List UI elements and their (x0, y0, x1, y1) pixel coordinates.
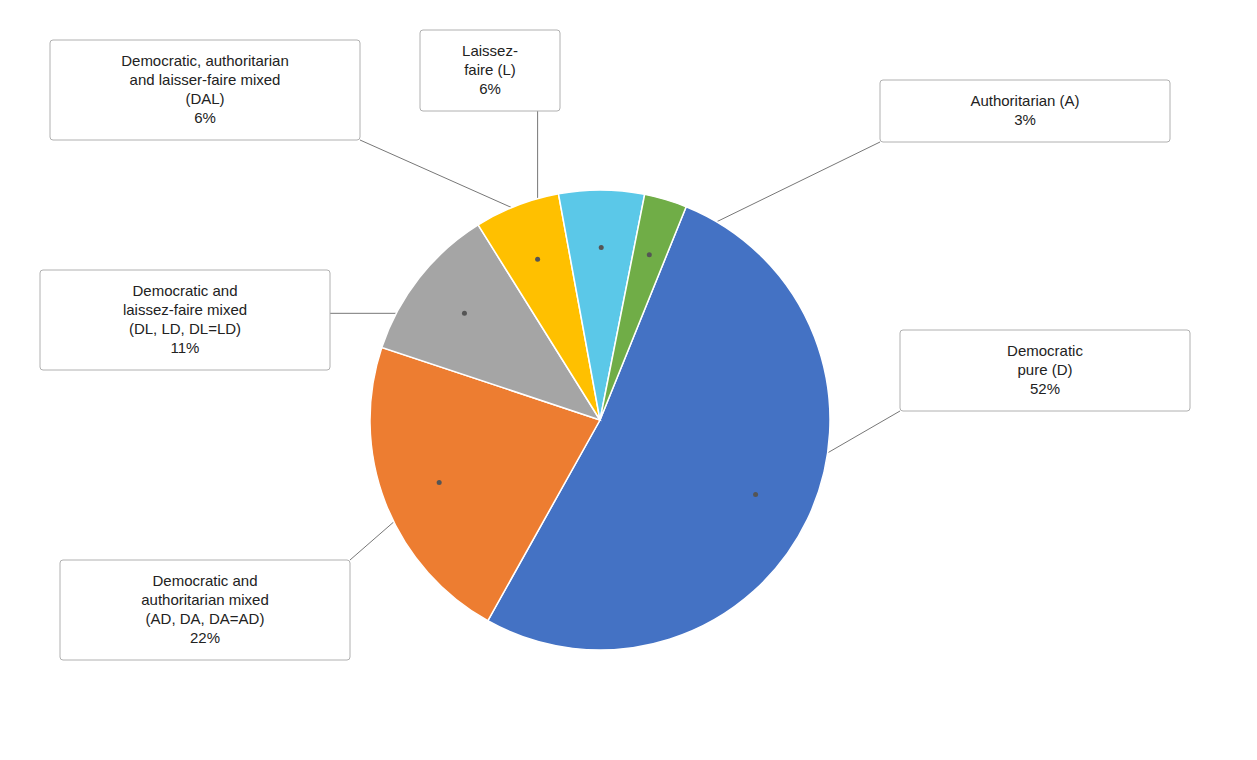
annotation-line: 52% (1030, 380, 1060, 397)
slices (370, 190, 830, 650)
annotation-text: Democratic pure (D) 52% (1007, 342, 1083, 397)
annotation-box (900, 330, 1190, 411)
annotation-box (420, 30, 560, 111)
annotation-line: Democratic and (152, 572, 257, 589)
pie-slice (600, 194, 686, 420)
annotation-text: Authoritarian (A) 3% (970, 92, 1079, 128)
pie-chart: Democratic pure (D) 52% Democratic and autho… (0, 0, 1257, 760)
annotations: Democratic pure (D) 52% Democratic and autho… (40, 30, 1190, 660)
annotation-line: Democratic and (132, 282, 237, 299)
annotation-line: faire (L) (464, 61, 516, 78)
annotation-line: Democratic, authoritarian (121, 52, 289, 69)
annotation-line: Laissez- (462, 42, 518, 59)
annotation-line: and laisser-faire mixed (130, 71, 281, 88)
leader-dot (647, 252, 652, 257)
annotation-line: (DL, LD, DL=LD) (129, 320, 241, 337)
leader-dot (462, 311, 467, 316)
annotation-line: 11% (171, 339, 200, 356)
annotation-text: Democratic, authoritarian and laisser-fai… (121, 52, 289, 126)
leader-dot (753, 492, 758, 497)
annotation-line: 22% (190, 629, 220, 646)
leader-dot (437, 480, 442, 485)
chart-container: Democratic pure (D) 52% Democratic and autho… (0, 0, 1257, 760)
annotation-box (880, 80, 1170, 142)
annotation-line: authoritarian mixed (141, 591, 269, 608)
annotation-box (60, 560, 350, 660)
annotation-line: laissez-faire mixed (123, 301, 247, 318)
leader-dot (599, 245, 604, 250)
annotation-text: Democratic and authoritarian mixed (AD, DA… (141, 572, 269, 646)
annotation-line: 6% (194, 109, 216, 126)
annotation-box (50, 40, 360, 140)
annotation-line: 6% (479, 80, 501, 97)
leader-dot (535, 257, 540, 262)
annotation-line: (DAL) (185, 90, 224, 107)
annotation-line: (AD, DA, DA=AD) (146, 610, 265, 627)
annotation-line: 3% (1014, 111, 1036, 128)
annotation-box (40, 270, 330, 370)
annotation-line: pure (D) (1017, 361, 1072, 378)
annotation-line: Authoritarian (A) (970, 92, 1079, 109)
annotation-text: Laissez-faire (L) 6% (462, 42, 518, 97)
annotation-line: Democratic (1007, 342, 1083, 359)
annotation-text: Democratic and laissez-faire mixed (DL, LD… (123, 282, 247, 356)
